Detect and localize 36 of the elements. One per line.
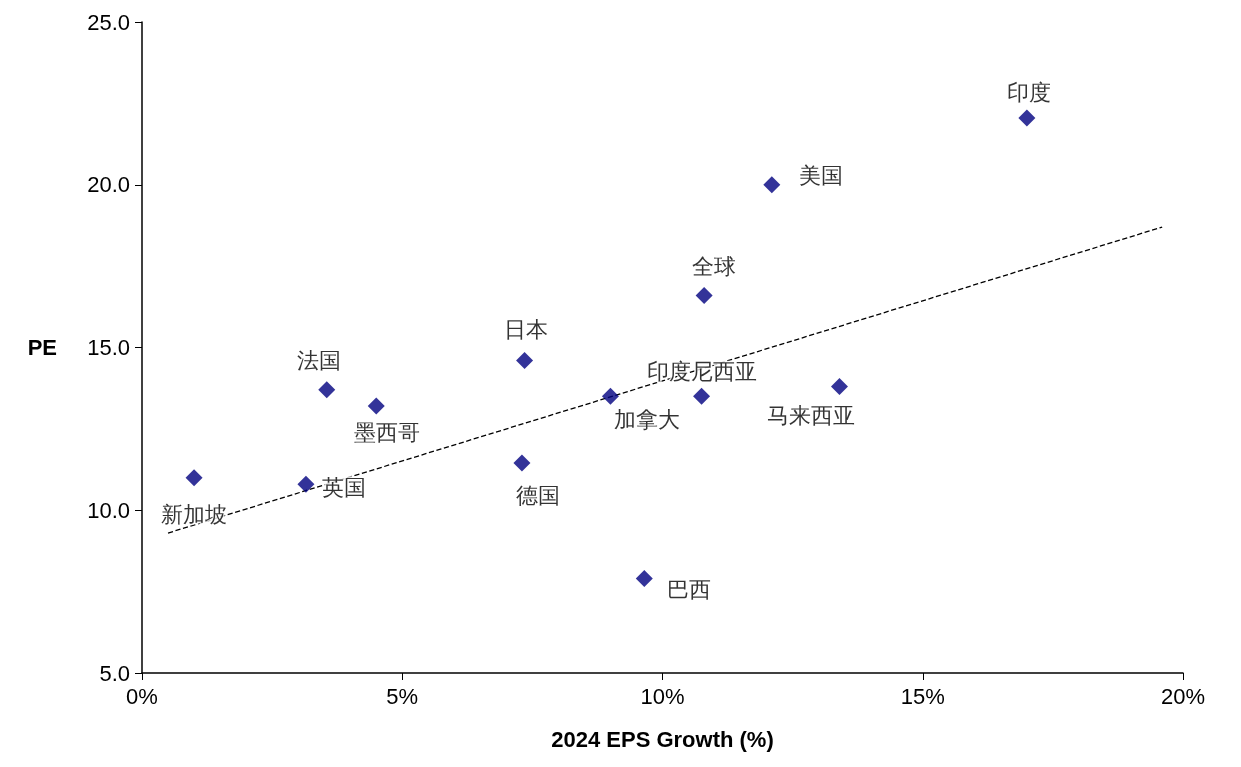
x-tick-label: 0% xyxy=(126,683,158,709)
annotation: 日本 xyxy=(503,317,548,343)
annotation: 英国 xyxy=(321,474,366,500)
x-axis-title: 2024 EPS Growth (%) xyxy=(551,726,774,752)
x-tick-label: 10% xyxy=(640,683,685,709)
annotation: 德国 xyxy=(515,482,560,508)
y-tick-label: 20.0 xyxy=(87,172,130,198)
annotation: 墨西哥 xyxy=(354,419,421,445)
point xyxy=(516,352,534,370)
point xyxy=(318,381,336,399)
point xyxy=(601,387,619,405)
x-tick-label: 15% xyxy=(900,683,945,709)
annotation: 法国 xyxy=(296,348,341,374)
point xyxy=(513,454,531,472)
x-tick-label: 5% xyxy=(386,683,419,709)
point xyxy=(693,387,711,405)
y-axis-title: PE xyxy=(27,335,57,360)
y-tick-label: 10.0 xyxy=(87,497,130,523)
annotation: 加拿大 xyxy=(614,406,681,432)
x-tick-label: 20% xyxy=(1160,683,1206,709)
point xyxy=(185,469,203,487)
y-tick-label: 15.0 xyxy=(87,335,130,360)
point xyxy=(635,570,653,588)
point xyxy=(695,286,713,304)
annotation: 马来西亚 xyxy=(767,403,856,429)
point xyxy=(297,475,315,493)
point xyxy=(367,397,385,415)
point xyxy=(1018,109,1036,127)
annotation: 巴西 xyxy=(667,577,712,603)
annotation: 全球 xyxy=(692,253,737,279)
annotation: 美国 xyxy=(798,163,843,189)
point xyxy=(763,176,781,194)
y-tick-label: 25.0 xyxy=(87,9,130,35)
y-tick-label: 5.0 xyxy=(99,660,130,686)
point xyxy=(830,378,848,396)
annotation: 印度 xyxy=(1006,79,1051,105)
